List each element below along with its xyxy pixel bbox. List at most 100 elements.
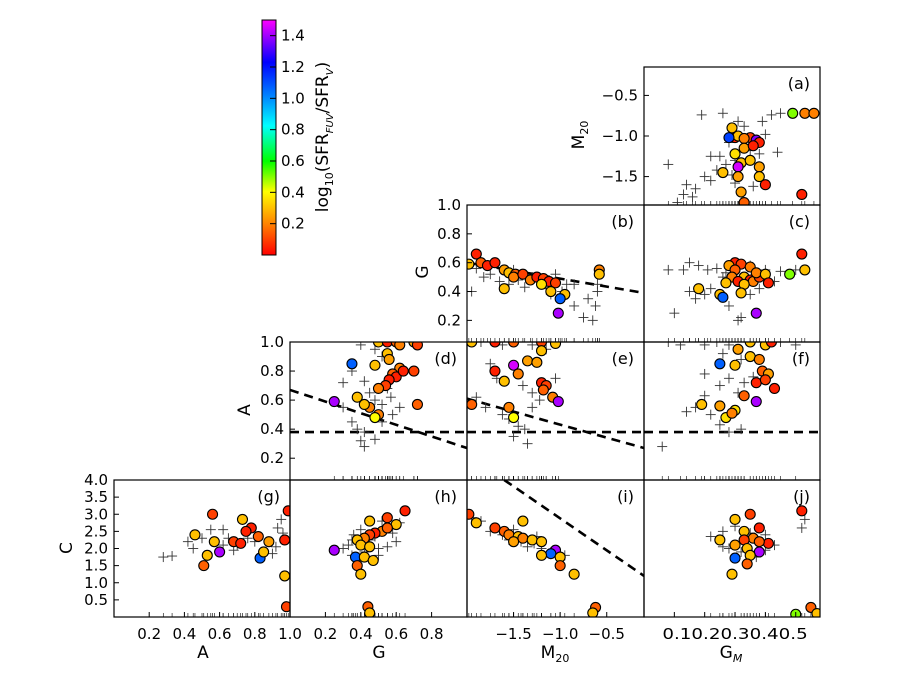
galaxy-point [508,342,520,348]
plus-marker [359,441,370,452]
galaxy-point [517,532,529,544]
y-axis-label-m20: M20 [569,121,591,150]
galaxy-point [489,365,501,377]
galaxy-point [467,342,478,348]
galaxy-point [714,534,726,546]
plus-marker [508,431,519,442]
galaxy-point [768,382,781,395]
plus-marker [705,175,716,186]
plus-marker [733,315,744,326]
panel-label: (c) [789,212,810,231]
galaxy-point [738,132,750,144]
plus-marker [699,171,710,182]
galaxy-point [808,107,820,119]
plus-marker [205,524,216,535]
galaxy-point [408,365,420,377]
plot-area [467,248,644,342]
galaxy-point [729,359,741,371]
colorbar: 0.2 0.4 0.6 0.8 1.0 1.2 1.4 log10(SFRFUV/SFRV) [261,19,336,256]
plus-marker [705,531,716,542]
panel-label: (j) [793,487,810,506]
plus-marker [182,536,193,547]
galaxy-point [467,398,478,411]
panel-g: (g) 4.03.53.02.52.01.51.00.5 [84,471,291,618]
galaxy-point [738,390,750,402]
plus-marker [369,434,380,445]
galaxy-point [741,558,753,570]
plus-marker [382,541,393,552]
colorbar-ticks: 0.2 0.4 0.6 0.8 1.0 1.2 1.4 [270,27,305,233]
plus-marker [705,409,716,420]
galaxy-point [744,154,756,166]
galaxy-point [467,508,475,520]
x-tick-label: 0.8 [420,625,444,643]
galaxy-point [726,407,738,419]
plus-marker [272,522,283,533]
galaxy-point [470,248,482,260]
panel-label: (f) [792,349,810,368]
galaxy-point [282,505,290,517]
plus-marker [471,392,482,403]
plus-marker [754,283,765,294]
plus-marker [188,543,199,554]
plus-marker [757,116,768,127]
galaxy-point [280,601,290,613]
plus-marker [478,272,489,283]
plus-marker [775,266,786,277]
plus-marker [663,264,674,275]
y-tick-label: −1.0 [602,127,638,145]
galaxy-point [526,534,538,546]
plus-marker [527,342,538,350]
x-tick-label: 1.0 [278,625,302,643]
x-tick-label: 0.10.20.30.40.5 [662,625,807,643]
galaxy-point [796,188,808,200]
x-tick-label: 0.4 [349,625,373,643]
panel-h: (h) [289,479,468,618]
galaxy-point [508,411,520,424]
galaxy-point [535,278,548,290]
galaxy-point [750,377,762,389]
galaxy-point [279,570,290,582]
plus-marker [681,179,692,190]
galaxy-point [328,544,340,556]
galaxy-point [394,342,406,351]
galaxy-point [498,283,510,295]
plus-marker [790,342,801,350]
galaxy-point [235,537,247,549]
galaxy-point [470,517,482,529]
galaxy-point [796,505,808,517]
plus-marker [723,300,734,311]
y-tick-label: 0.4 [260,420,284,438]
plot-area [644,342,820,480]
plus-marker [346,416,357,427]
panel-grid: (a) −0.5 −1.0 −1.5 (b) 1.0 0.8 0.6 0.4 0.2 (c) (d) 1… [84,66,821,618]
plus-marker [723,342,734,350]
plus-marker [711,342,722,347]
galaxy-point [796,248,808,260]
plus-marker [569,279,580,290]
panel-d: (d) 1.0 0.8 0.6 0.4 0.2 [260,333,468,481]
y-tick-label: 0.8 [437,225,461,243]
plus-marker [663,159,674,170]
plus-marker [475,342,486,347]
x-axis-label-m20: M20 [541,643,570,665]
galaxy-point [554,293,566,305]
plus-marker [714,151,725,162]
y-axis-label-g: G [413,265,433,278]
plus-marker [699,342,710,350]
plus-marker [218,524,229,535]
galaxy-point [717,166,729,179]
plot-area [705,505,820,617]
y-tick-label: 1.0 [84,574,108,592]
galaxy-point [750,267,762,279]
plus-marker [385,392,396,403]
plus-marker [270,541,281,552]
y-tick-label: 0.4 [437,283,461,301]
colorbar-tick-label: 0.2 [281,215,305,233]
plus-marker [369,395,380,406]
galaxy-point [729,148,741,160]
galaxy-point [729,552,741,564]
galaxy-point [489,257,501,269]
galaxy-point [568,568,580,580]
x-tick-label: 0.4 [172,625,196,643]
